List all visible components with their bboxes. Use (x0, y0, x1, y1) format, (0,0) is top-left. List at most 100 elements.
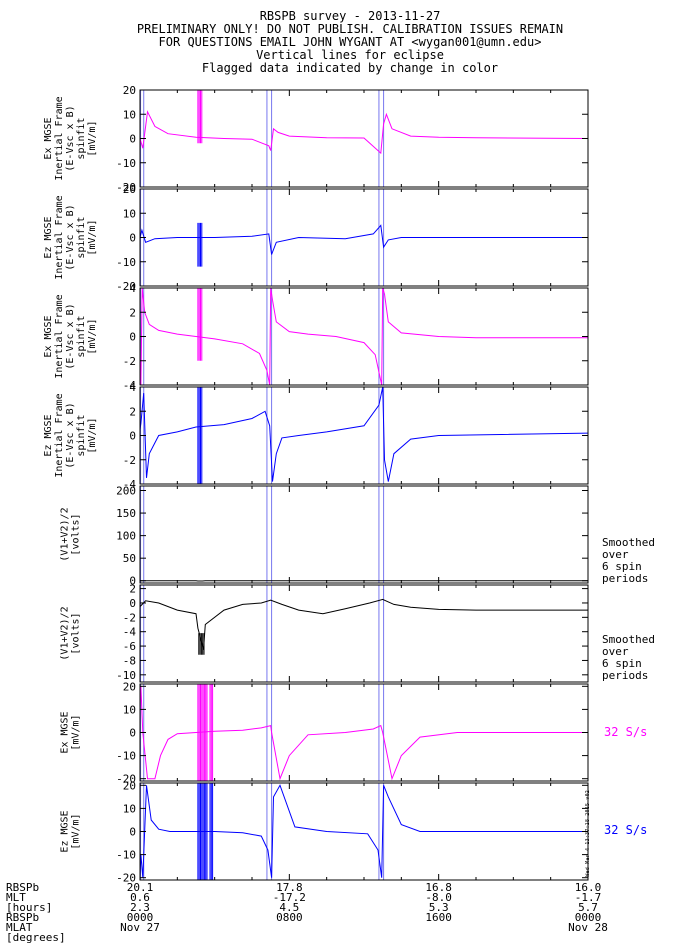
burst-mark (197, 288, 203, 361)
y-tick-label: -20 (116, 872, 136, 885)
series-line (139, 686, 588, 781)
x-tick-label: -1.7 (575, 891, 602, 904)
series-line (139, 784, 588, 878)
y-axis-label-line: Inertial Frame (54, 96, 65, 180)
sample-rate-label-1: 32 S/s (604, 725, 648, 739)
note-line: over (602, 645, 629, 658)
y-axis-label-line: Ex MGSE (43, 117, 54, 159)
y-tick-label: -2 (123, 611, 136, 624)
x-tick-label: 2.3 (130, 901, 150, 914)
y-tick-label: 2 (129, 405, 136, 418)
series-line (139, 386, 589, 482)
y-tick-label: -6 (123, 640, 136, 653)
panel-4: 4 2 0 -2 -4 Ez MGSEInertial Frame(E-Vsc x B)s… (43, 381, 589, 491)
y-tick-label: -4 (123, 478, 137, 491)
panel-frame (139, 287, 589, 386)
x-axis-row-label: MLT (6, 891, 26, 904)
y-tick-label: 20 (123, 84, 136, 97)
y-tick-label: 0 (129, 232, 136, 245)
note-line: Smoothed (602, 633, 655, 646)
burst-mark (197, 684, 208, 781)
y-tick-label: 0 (129, 575, 136, 588)
burst-mark (198, 633, 205, 655)
x-tick-label: 0800 (276, 911, 303, 924)
y-tick-label: -8 (123, 654, 136, 667)
y-tick-label: 0 (129, 826, 136, 839)
panel-2: 20 10 0 -10 -20 Ez MGSEInertial Frame(E-Vsc x… (43, 183, 589, 293)
y-axis-label-line: [mV/m] (87, 120, 98, 156)
y-tick-label: -2 (123, 454, 136, 467)
x-tick-label: 5.3 (429, 901, 449, 914)
note-line: 6 spin (602, 560, 642, 573)
y-tick-label: -2 (123, 355, 136, 368)
y-axis-label: Ex MGSEInertial Frame(E-Vsc x B)spinfit[… (43, 294, 98, 378)
timestamp-stamp: Wed Mar 4 13:37:18 2015 v02 (585, 790, 591, 877)
y-axis-label-line: Ex MGSE (60, 711, 71, 753)
y-axis-label: Ez MGSEInertial Frame(E-Vsc x B)spinfit[… (43, 195, 98, 279)
y-axis-label-line: Ez MGSE (43, 216, 54, 258)
y-axis-label-line: [mV/m] (87, 219, 98, 255)
y-axis-label-line: spinfit (76, 216, 87, 258)
y-axis-label-line: (E-Vsc x B) (65, 402, 76, 468)
x-tick-label: -8.0 (425, 891, 452, 904)
y-axis-label-line: (V1+V2)/2 (60, 606, 71, 660)
panel-frame (139, 485, 589, 584)
x-axis-row-label: RBSPb (6, 911, 39, 924)
series-line (139, 287, 588, 386)
smoothing-note-1: Smoothed over 6 spin periods (602, 537, 655, 585)
burst-mark (209, 783, 214, 880)
panel-3: 4 2 0 -2 -4 Ex MGSEInertial Frame(E-Vsc x B)s… (43, 282, 589, 392)
series-line (139, 598, 588, 650)
y-axis-label-line: Ez MGSE (60, 810, 71, 852)
y-tick-label: -10 (116, 849, 136, 862)
y-tick-label: 2 (129, 306, 136, 319)
y-axis-label-line: spinfit (76, 315, 87, 357)
y-tick-label: 100 (116, 530, 136, 543)
panel-frame (139, 386, 589, 485)
note-line: over (602, 548, 629, 561)
y-axis-label: Ex MGSEInertial Frame(E-Vsc x B)spinfit[… (43, 96, 98, 180)
x-tick-label: 4.5 (279, 901, 299, 914)
y-tick-label: 10 (123, 207, 136, 220)
x-tick-label: 20.1 (127, 881, 154, 894)
y-tick-label: 20 (123, 680, 136, 693)
x-tick-label: 0000 (575, 911, 602, 924)
y-tick-label: 20 (123, 183, 136, 196)
burst-mark (197, 387, 203, 484)
y-tick-label: -10 (116, 750, 136, 763)
panel-5: 200 150 100 50 0 (V1+V2)/2[volts] (60, 485, 589, 588)
burst-mark (209, 684, 214, 781)
series-line (139, 224, 588, 255)
note-line: periods (602, 669, 649, 682)
panel-1: 20 10 0 -10 -20 Ex MGSEInertial Frame(E-Vsc x… (43, 84, 589, 194)
flag-note: Flagged data indicated by change in colo… (201, 61, 499, 75)
y-axis-label-line: (E-Vsc x B) (65, 204, 76, 270)
y-tick-label: -10 (116, 256, 136, 269)
panel-frame (139, 584, 589, 683)
y-axis-label: Ex MGSE[mV/m] (60, 711, 82, 753)
warning-line: PRELIMINARY ONLY! DO NOT PUBLISH. CALIBR… (136, 22, 564, 36)
y-axis-label-line: [volts] (71, 513, 82, 555)
sample-rate-label-2: 32 S/s (604, 823, 648, 837)
y-tick-label: -20 (116, 773, 136, 786)
x-axis-row-label: RBSPb (6, 881, 39, 894)
y-tick-label: 150 (116, 507, 136, 520)
y-axis-label-line: (E-Vsc x B) (65, 105, 76, 171)
y-tick-label: 10 (123, 108, 136, 121)
y-tick-label: 4 (129, 381, 136, 394)
y-tick-label: 10 (123, 703, 136, 716)
note-line: periods (602, 572, 649, 585)
y-tick-label: 10 (123, 802, 136, 815)
y-tick-label: -10 (116, 669, 136, 682)
y-tick-label: 50 (123, 552, 136, 565)
eclipse-note: Vertical lines for eclipse (256, 48, 444, 62)
y-axis-label-line: [mV/m] (71, 714, 82, 750)
y-axis-label-line: spinfit (76, 414, 87, 456)
y-tick-label: -10 (116, 157, 136, 170)
x-tick-label: 5.7 (578, 901, 598, 914)
x-axis-row-label: [degrees] (6, 931, 66, 944)
y-tick-label: -4 (123, 626, 137, 639)
x-tick-label: 16.0 (575, 881, 602, 894)
burst-mark (197, 783, 208, 880)
